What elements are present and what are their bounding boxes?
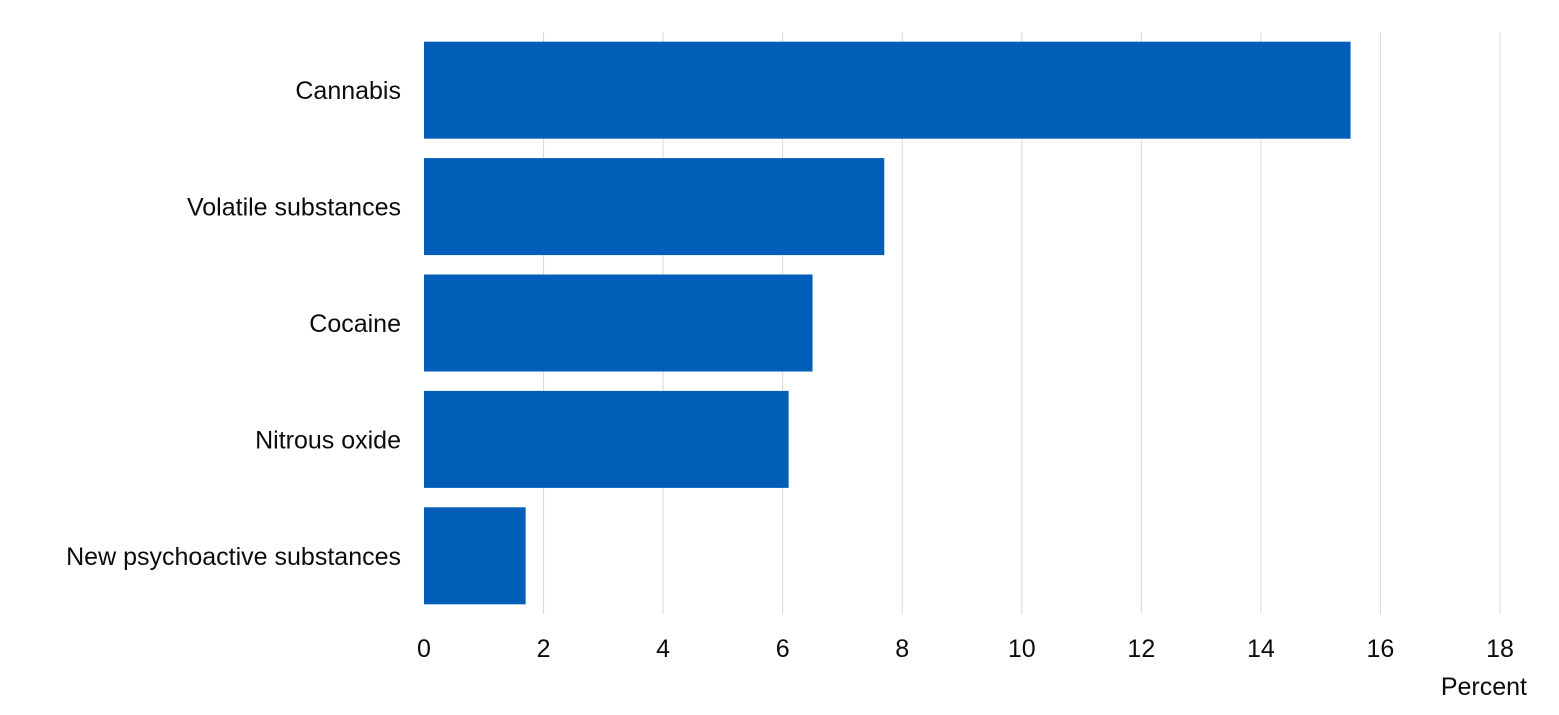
category-labels: Cannabis Volatile substances Cocaine Nitrou… [66, 77, 401, 571]
category-label: Cannabis [295, 77, 401, 105]
bars [424, 41, 1351, 605]
category-label: Volatile substances [187, 194, 401, 222]
bar [424, 158, 885, 256]
x-tick-label: 10 [1008, 635, 1036, 663]
x-tick-label: 12 [1127, 635, 1155, 663]
x-tick-label: 8 [895, 635, 909, 663]
x-tick-label: 4 [656, 635, 670, 663]
x-tick-label: 2 [537, 635, 551, 663]
bar [424, 41, 1351, 139]
category-label: Cocaine [309, 310, 401, 338]
bar [424, 390, 789, 488]
category-label: New psychoactive substances [66, 543, 401, 571]
x-axis-title: Percent [1441, 673, 1527, 701]
bar [424, 507, 526, 605]
x-tick-label: 18 [1486, 635, 1514, 663]
bar [424, 274, 813, 372]
x-tick-label: 14 [1247, 635, 1275, 663]
x-tick-label: 6 [776, 635, 790, 663]
x-tick-label: 0 [417, 635, 431, 663]
category-label: Nitrous oxide [255, 426, 401, 454]
x-tick-label: 16 [1367, 635, 1395, 663]
x-tick-labels: 0 2 4 6 8 10 12 14 16 18 [417, 635, 1514, 663]
